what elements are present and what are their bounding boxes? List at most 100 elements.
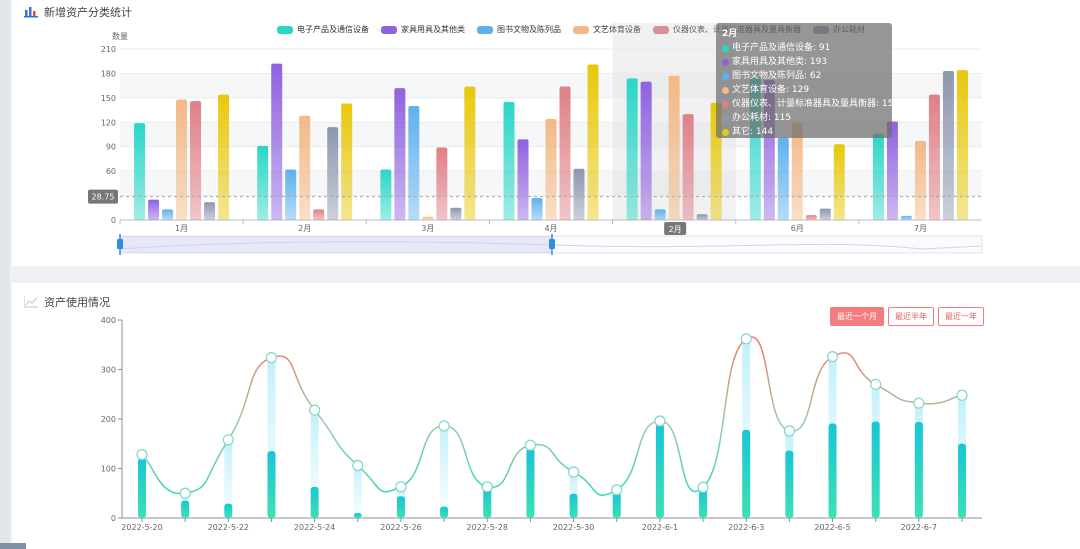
bar---0[interactable] <box>134 123 146 220</box>
bar---2[interactable] <box>422 216 434 220</box>
zoom-slider-selection[interactable] <box>120 236 552 253</box>
zoom-handle-right[interactable] <box>549 239 555 249</box>
bar---4[interactable] <box>696 214 708 220</box>
bar---5[interactable] <box>805 215 817 220</box>
usage-point-19[interactable] <box>956 389 968 401</box>
bar---1[interactable] <box>327 127 339 220</box>
bar---0[interactable] <box>218 94 230 220</box>
bar---6[interactable] <box>956 70 968 221</box>
usage-point-10[interactable] <box>567 466 580 478</box>
bar---3[interactable] <box>587 64 599 220</box>
bar---1[interactable] <box>285 169 297 220</box>
bar---3[interactable] <box>573 168 585 220</box>
legend-item-0[interactable]: 电子产品及通信设备 <box>277 24 369 35</box>
usage-point-4[interactable] <box>309 404 321 416</box>
bar---5[interactable] <box>819 208 831 220</box>
bar---0[interactable] <box>162 209 174 220</box>
used-bar-17[interactable] <box>871 421 880 518</box>
used-bar-5[interactable] <box>353 513 362 518</box>
usage-point-5[interactable] <box>352 459 364 472</box>
used-bar-8[interactable] <box>483 486 492 518</box>
bar---1[interactable] <box>313 209 325 220</box>
bar---2[interactable] <box>380 169 392 220</box>
bar---2[interactable] <box>436 147 448 220</box>
bar---3[interactable] <box>545 119 557 220</box>
legend-item-1[interactable]: 家具用具及其他类 <box>381 24 465 35</box>
usage-point-15[interactable] <box>783 425 795 437</box>
bar---0[interactable] <box>148 199 160 220</box>
bar---1[interactable] <box>341 103 353 220</box>
bar---5[interactable] <box>791 123 803 220</box>
bar---5[interactable] <box>833 144 845 220</box>
bar---3[interactable] <box>531 198 543 220</box>
usage-point-17[interactable] <box>870 378 882 390</box>
used-bar-0[interactable] <box>138 458 146 518</box>
bar---6[interactable] <box>942 70 954 220</box>
bar---0[interactable] <box>176 99 188 220</box>
bar---2[interactable] <box>450 207 462 220</box>
last-month-button[interactable]: 最近一个月 <box>830 307 884 326</box>
legend-item-3[interactable]: 文艺体育设备 <box>573 24 641 35</box>
used-bar-7[interactable] <box>440 506 449 518</box>
y-tick-label: 0 <box>111 216 116 225</box>
bar---1[interactable] <box>271 63 283 221</box>
used-bar-4[interactable] <box>310 486 319 518</box>
bar---0[interactable] <box>190 101 202 220</box>
used-bar-10[interactable] <box>569 493 578 518</box>
usage-point-0[interactable] <box>136 449 148 461</box>
bar---2[interactable] <box>408 106 420 220</box>
bar---4[interactable] <box>668 75 680 220</box>
used-bar-13[interactable] <box>699 489 708 518</box>
used-bar-2[interactable] <box>224 503 233 518</box>
bar---3[interactable] <box>559 86 571 220</box>
bar---1[interactable] <box>299 115 311 220</box>
used-bar-3[interactable] <box>267 451 276 518</box>
usage-point-6[interactable] <box>395 481 407 493</box>
bar---4[interactable] <box>654 209 666 220</box>
last-half-year-button[interactable]: 最近半年 <box>888 307 934 326</box>
usage-point-13[interactable] <box>697 481 709 493</box>
bar---6[interactable] <box>886 121 898 220</box>
usage-point-7[interactable] <box>438 420 450 432</box>
usage-point-3[interactable] <box>265 352 278 364</box>
used-bar-16[interactable] <box>828 423 837 518</box>
bar---4[interactable] <box>640 81 652 220</box>
used-bar-11[interactable] <box>612 493 621 518</box>
bar---2[interactable] <box>464 86 476 220</box>
last-year-button[interactable]: 最近一年 <box>938 307 984 326</box>
bar---6[interactable] <box>900 215 912 220</box>
used-bar-9[interactable] <box>526 448 535 518</box>
used-bar-15[interactable] <box>785 450 794 518</box>
bar---6[interactable] <box>872 133 884 220</box>
usage-point-16[interactable] <box>826 351 839 363</box>
legend-item-2[interactable]: 图书文物及陈列品 <box>477 24 561 35</box>
bar---6[interactable] <box>914 141 926 220</box>
usage-point-8[interactable] <box>481 481 493 493</box>
x-tick-label: 2022-5-30 <box>553 523 594 532</box>
usage-point-9[interactable] <box>524 439 537 451</box>
bar---2[interactable] <box>394 88 406 220</box>
tooltip-row-label: 办公耗材: 115 <box>732 113 792 123</box>
usage-point-18[interactable] <box>913 397 925 409</box>
tooltip-row-label: 仪器仪表、计量标准器具及量具衡器: 15 <box>732 99 894 109</box>
bar---5[interactable] <box>777 137 789 220</box>
usage-point-12[interactable] <box>654 415 666 427</box>
used-bar-6[interactable] <box>396 496 405 518</box>
bar---0[interactable] <box>204 202 216 220</box>
bar---4[interactable] <box>682 114 694 220</box>
bar---4[interactable] <box>626 78 638 220</box>
used-bar-12[interactable] <box>655 423 664 518</box>
bar---3[interactable] <box>517 139 529 220</box>
used-bar-19[interactable] <box>958 443 966 518</box>
bar---1[interactable] <box>257 145 269 220</box>
used-bar-1[interactable] <box>181 500 190 518</box>
usage-point-14[interactable] <box>740 333 752 345</box>
usage-point-1[interactable] <box>179 487 191 499</box>
usage-point-2[interactable] <box>222 434 234 446</box>
used-bar-18[interactable] <box>914 421 923 518</box>
usage-point-11[interactable] <box>611 484 623 496</box>
used-bar-14[interactable] <box>742 429 751 518</box>
bar---3[interactable] <box>503 101 515 220</box>
bar---6[interactable] <box>928 94 940 220</box>
zoom-handle-left[interactable] <box>117 239 123 249</box>
